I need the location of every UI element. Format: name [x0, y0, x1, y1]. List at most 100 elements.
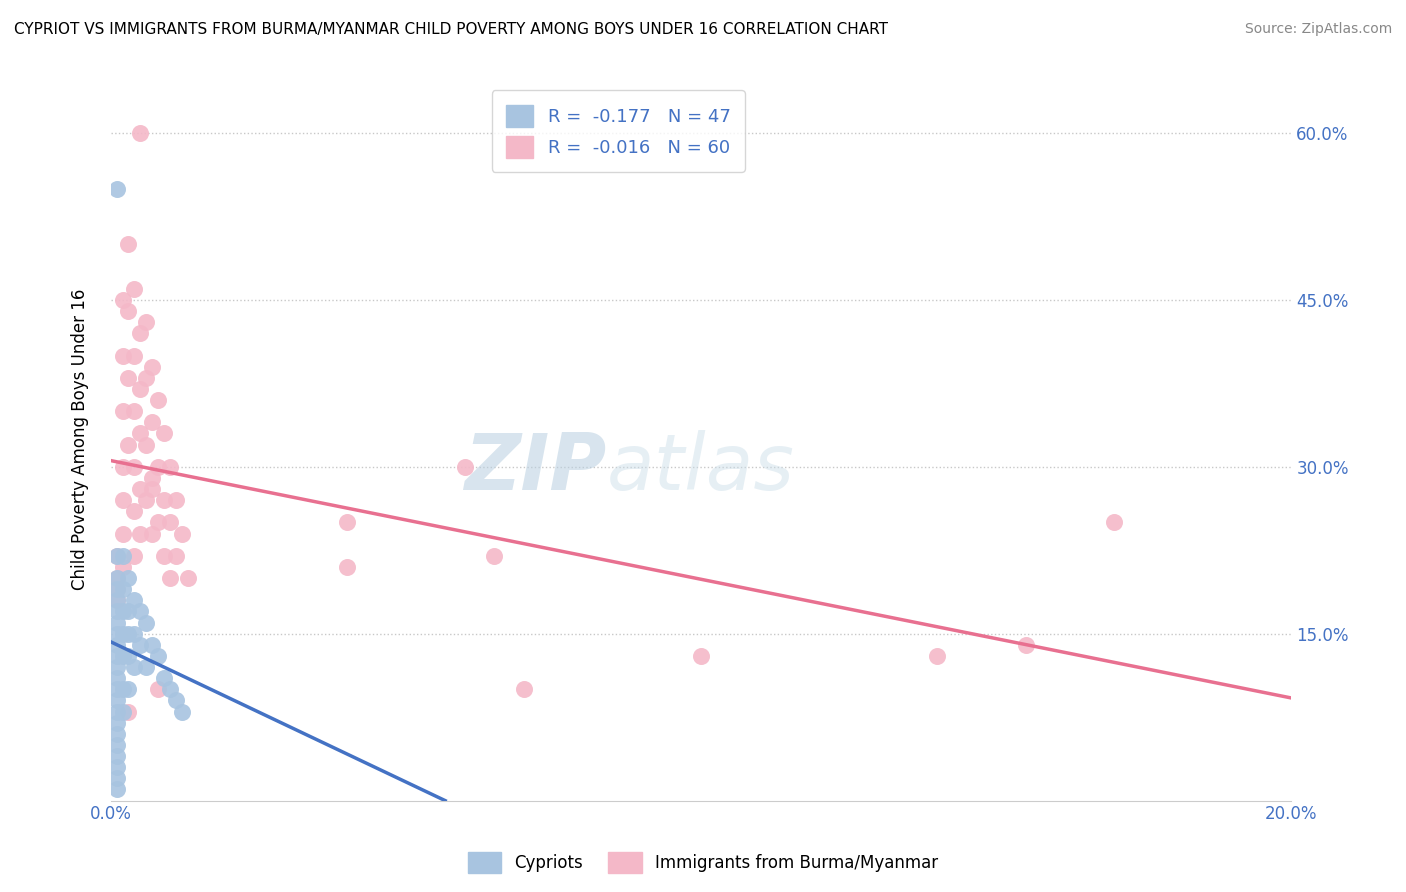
Point — [141, 471, 163, 485]
Point — [454, 459, 477, 474]
Point — [111, 526, 134, 541]
Point — [124, 549, 146, 563]
Point — [927, 648, 949, 663]
Point — [111, 626, 134, 640]
Point — [105, 738, 128, 752]
Point — [111, 493, 134, 508]
Point — [135, 615, 157, 630]
Point — [105, 582, 128, 597]
Point — [105, 682, 128, 697]
Point — [170, 705, 193, 719]
Point — [153, 549, 176, 563]
Point — [129, 526, 152, 541]
Point — [135, 493, 157, 508]
Point — [105, 693, 128, 707]
Point — [124, 349, 146, 363]
Point — [159, 516, 181, 530]
Point — [111, 605, 134, 619]
Point — [141, 638, 163, 652]
Point — [124, 504, 146, 518]
Point — [105, 549, 128, 563]
Point — [124, 459, 146, 474]
Point — [336, 560, 359, 574]
Point — [146, 393, 169, 408]
Point — [141, 359, 163, 374]
Point — [117, 682, 139, 697]
Point — [105, 615, 128, 630]
Point — [105, 772, 128, 786]
Point — [129, 482, 152, 496]
Point — [170, 526, 193, 541]
Point — [117, 237, 139, 252]
Legend: R =  -0.177   N = 47, R =  -0.016   N = 60: R = -0.177 N = 47, R = -0.016 N = 60 — [492, 90, 745, 172]
Point — [111, 293, 134, 307]
Point — [165, 549, 187, 563]
Point — [117, 626, 139, 640]
Point — [129, 126, 152, 140]
Point — [513, 682, 536, 697]
Point — [146, 682, 169, 697]
Point — [105, 593, 128, 607]
Point — [105, 660, 128, 674]
Point — [1015, 638, 1038, 652]
Point — [165, 493, 187, 508]
Point — [129, 605, 152, 619]
Point — [153, 493, 176, 508]
Text: atlas: atlas — [606, 430, 794, 506]
Text: CYPRIOT VS IMMIGRANTS FROM BURMA/MYANMAR CHILD POVERTY AMONG BOYS UNDER 16 CORRE: CYPRIOT VS IMMIGRANTS FROM BURMA/MYANMAR… — [14, 22, 889, 37]
Y-axis label: Child Poverty Among Boys Under 16: Child Poverty Among Boys Under 16 — [72, 288, 89, 590]
Point — [159, 459, 181, 474]
Point — [484, 549, 506, 563]
Legend: Cypriots, Immigrants from Burma/Myanmar: Cypriots, Immigrants from Burma/Myanmar — [461, 846, 945, 880]
Point — [153, 426, 176, 441]
Point — [105, 727, 128, 741]
Point — [153, 671, 176, 685]
Point — [135, 660, 157, 674]
Point — [105, 571, 128, 585]
Text: Source: ZipAtlas.com: Source: ZipAtlas.com — [1244, 22, 1392, 37]
Point — [124, 660, 146, 674]
Point — [105, 671, 128, 685]
Point — [111, 404, 134, 418]
Point — [129, 382, 152, 396]
Point — [111, 349, 134, 363]
Text: ZIP: ZIP — [464, 430, 606, 506]
Point — [1104, 516, 1126, 530]
Point — [111, 705, 134, 719]
Point — [146, 516, 169, 530]
Point — [105, 626, 128, 640]
Point — [135, 315, 157, 329]
Point — [117, 437, 139, 451]
Point — [105, 782, 128, 797]
Point — [135, 371, 157, 385]
Point — [105, 593, 128, 607]
Point — [105, 605, 128, 619]
Point — [105, 760, 128, 774]
Point — [111, 682, 134, 697]
Point — [105, 648, 128, 663]
Point — [111, 582, 134, 597]
Point — [105, 182, 128, 196]
Point — [117, 571, 139, 585]
Point — [105, 705, 128, 719]
Point — [117, 605, 139, 619]
Point — [146, 648, 169, 663]
Point — [129, 326, 152, 341]
Point — [124, 593, 146, 607]
Point — [111, 648, 134, 663]
Point — [111, 459, 134, 474]
Point — [105, 715, 128, 730]
Point — [117, 705, 139, 719]
Point — [159, 682, 181, 697]
Point — [111, 549, 134, 563]
Point — [105, 549, 128, 563]
Point — [146, 459, 169, 474]
Point — [117, 371, 139, 385]
Point — [124, 404, 146, 418]
Point — [129, 426, 152, 441]
Point — [117, 304, 139, 318]
Point — [124, 626, 146, 640]
Point — [141, 415, 163, 429]
Point — [159, 571, 181, 585]
Point — [176, 571, 198, 585]
